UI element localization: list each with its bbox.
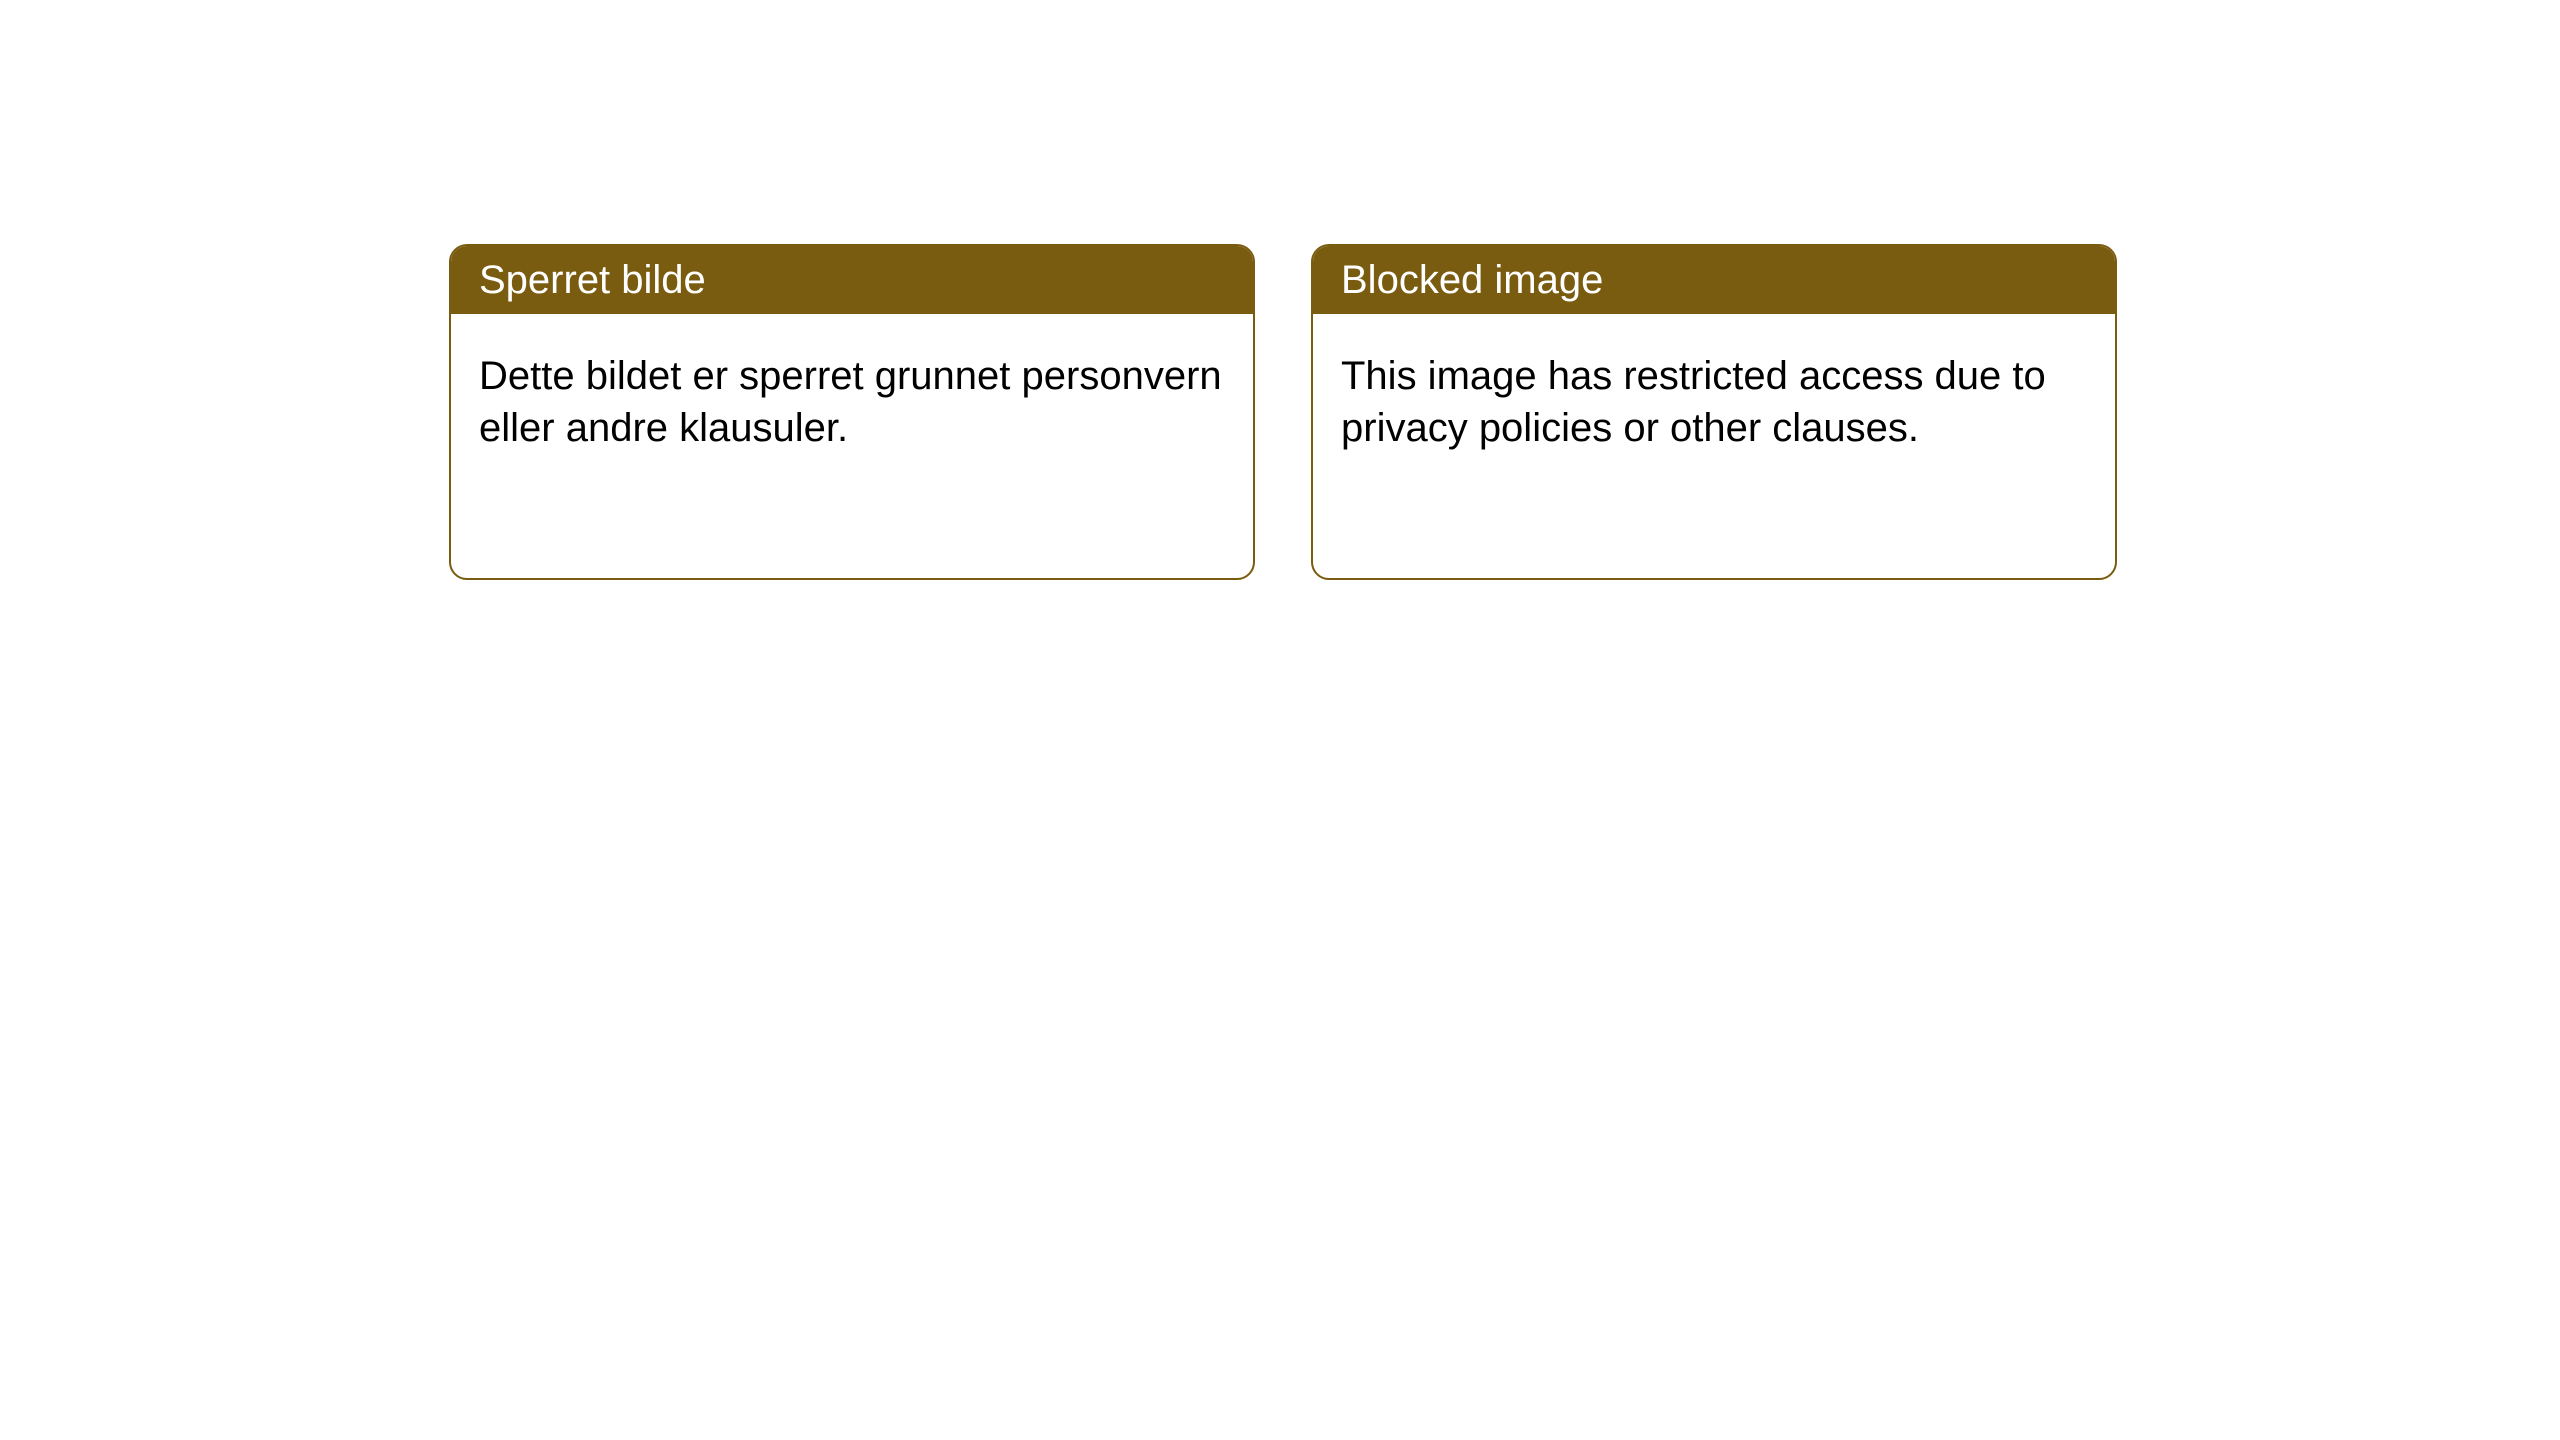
- notice-container: Sperret bilde Dette bildet er sperret gr…: [449, 244, 2117, 580]
- card-header-norwegian: Sperret bilde: [451, 246, 1253, 314]
- card-title: Sperret bilde: [479, 258, 706, 302]
- card-title: Blocked image: [1341, 258, 1603, 302]
- card-header-english: Blocked image: [1313, 246, 2115, 314]
- notice-card-norwegian: Sperret bilde Dette bildet er sperret gr…: [449, 244, 1255, 580]
- card-message: This image has restricted access due to …: [1341, 354, 2046, 450]
- card-body-norwegian: Dette bildet er sperret grunnet personve…: [451, 314, 1253, 490]
- card-message: Dette bildet er sperret grunnet personve…: [479, 354, 1222, 450]
- notice-card-english: Blocked image This image has restricted …: [1311, 244, 2117, 580]
- card-body-english: This image has restricted access due to …: [1313, 314, 2115, 490]
